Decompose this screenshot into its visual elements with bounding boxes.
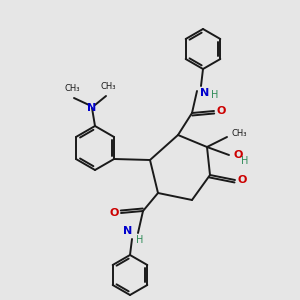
Text: CH₃: CH₃ bbox=[64, 84, 80, 93]
Text: H: H bbox=[136, 235, 144, 245]
Text: CH₃: CH₃ bbox=[232, 130, 248, 139]
Text: N: N bbox=[87, 103, 97, 113]
Text: O: O bbox=[216, 106, 226, 116]
Text: H: H bbox=[211, 90, 219, 100]
Text: CH₃: CH₃ bbox=[100, 82, 116, 91]
Text: O: O bbox=[234, 150, 243, 160]
Text: O: O bbox=[237, 175, 247, 185]
Text: O: O bbox=[109, 208, 119, 218]
Text: N: N bbox=[123, 226, 133, 236]
Text: H: H bbox=[241, 156, 249, 166]
Text: N: N bbox=[200, 88, 210, 98]
